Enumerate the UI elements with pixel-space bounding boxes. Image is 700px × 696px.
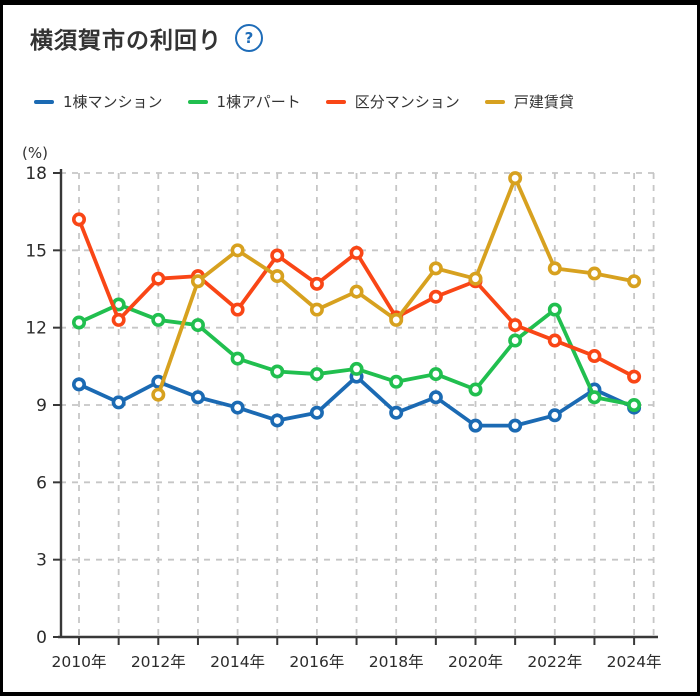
x-tick-label: 2012年 [131, 653, 186, 671]
x-tick-label: 2018年 [369, 653, 424, 671]
data-point-marker [468, 382, 483, 397]
y-tick-label: 18 [25, 164, 47, 184]
legend-item-kodate-chintai[interactable]: 戸建賃貸 [484, 91, 574, 112]
x-tick-label: 2016年 [289, 653, 344, 671]
x-tick-label: 2022年 [527, 653, 582, 671]
x-tick-label: 2024年 [607, 653, 662, 671]
data-point-marker [389, 312, 404, 327]
y-tick-label: 15 [25, 241, 47, 261]
data-point-marker [230, 351, 245, 366]
data-point-marker [508, 333, 523, 348]
data-point-marker [547, 261, 562, 276]
data-point-marker [627, 274, 642, 289]
data-point-marker [151, 271, 166, 286]
data-point-marker [547, 302, 562, 317]
data-point-marker [230, 243, 245, 258]
series-1 [72, 297, 642, 412]
data-point-marker [349, 245, 364, 260]
data-point-marker [230, 302, 245, 317]
data-point-marker [151, 387, 166, 402]
legend-item-1to-mansion[interactable]: 1棟マンション [34, 91, 163, 112]
legend-swatch [484, 99, 505, 104]
x-tick-label: 2014年 [210, 653, 265, 671]
data-point-marker [309, 302, 324, 317]
data-point-marker [468, 271, 483, 286]
y-tick-label: 3 [36, 551, 47, 571]
y-tick-label: 6 [36, 473, 47, 493]
data-point-marker [190, 390, 205, 405]
y-tick-label: 9 [36, 396, 47, 416]
y-axis-unit-label: (%) [22, 144, 48, 162]
axes [53, 169, 658, 645]
data-point-marker [587, 390, 602, 405]
data-point-marker [309, 367, 324, 382]
x-tick-label: 2020年 [448, 653, 503, 671]
y-tick-label: 12 [25, 319, 47, 339]
legend-item-1to-apart[interactable]: 1棟アパート [187, 91, 301, 112]
data-point-marker [190, 318, 205, 333]
data-point-marker [309, 276, 324, 291]
page-title: 横須賀市の利回り [30, 28, 222, 54]
data-point-marker [349, 284, 364, 299]
data-point-marker [230, 400, 245, 415]
series-3 [151, 171, 642, 402]
data-point-marker [587, 349, 602, 364]
gridlines [60, 172, 655, 637]
x-tick-label: 2010年 [52, 653, 107, 671]
yield-line-chart: 0 3 6 9 12 15 18 2010年 2012年 2014年 2016年 2018年 2020年… [25, 164, 661, 671]
data-point-marker [309, 405, 324, 420]
legend-swatch [325, 99, 346, 104]
data-point-marker [627, 369, 642, 384]
data-point-marker [72, 212, 87, 227]
legend: 1棟マンション 1棟アパート 区分マンション 戸建賃貸 [34, 91, 574, 112]
data-point-marker [190, 274, 205, 289]
data-point-marker [349, 361, 364, 376]
data-point-marker [72, 315, 87, 330]
data-point-marker [428, 261, 443, 276]
help-icon[interactable]: ? [235, 24, 263, 52]
data-point-marker [547, 408, 562, 423]
legend-label: 戸建賃貸 [513, 93, 574, 111]
series-2 [72, 212, 642, 384]
header: 横須賀市の利回り ? [30, 21, 263, 55]
data-point-marker [508, 318, 523, 333]
data-point-marker [428, 289, 443, 304]
data-point-marker [627, 397, 642, 412]
data-point-marker [508, 171, 523, 186]
data-point-marker [547, 333, 562, 348]
data-point-marker [270, 269, 285, 284]
legend-label: 1棟アパート [216, 93, 301, 111]
legend-swatch [34, 99, 54, 104]
data-point-marker [270, 248, 285, 263]
data-point-marker [389, 405, 404, 420]
data-point-marker [428, 367, 443, 382]
data-point-marker [151, 312, 166, 327]
data-point-marker [428, 390, 443, 405]
legend-swatch [187, 99, 208, 104]
legend-label: 区分マンション [354, 93, 460, 111]
data-point-marker [508, 418, 523, 433]
data-point-marker [111, 395, 126, 410]
data-point-marker [270, 364, 285, 379]
data-point-marker [72, 377, 87, 392]
data-point-marker [587, 266, 602, 281]
data-point-marker [111, 312, 126, 327]
legend-item-kubun-mansion[interactable]: 区分マンション [325, 91, 460, 112]
legend-label: 1棟マンション [63, 93, 163, 111]
data-point-marker [468, 418, 483, 433]
data-point-marker [389, 374, 404, 389]
y-tick-label: 0 [36, 628, 47, 648]
data-point-marker [270, 413, 285, 428]
tick-labels: 0 3 6 9 12 15 18 2010年 2012年 2014年 2016年 2018年 2020年… [25, 164, 661, 671]
